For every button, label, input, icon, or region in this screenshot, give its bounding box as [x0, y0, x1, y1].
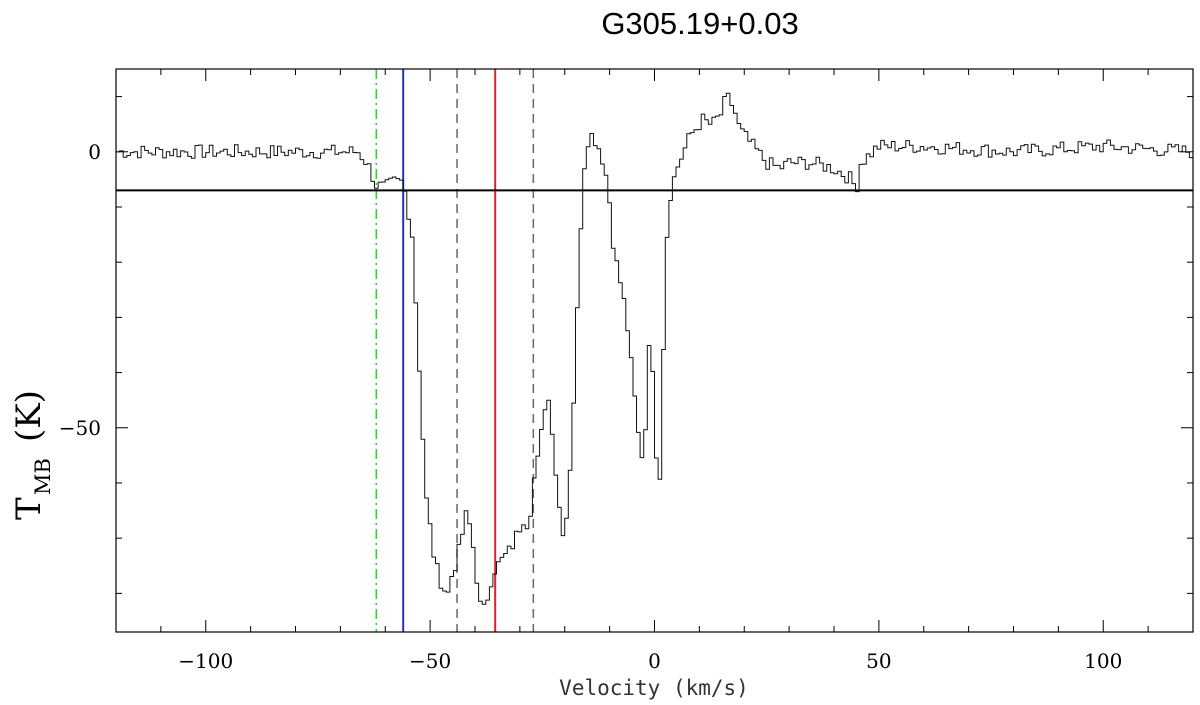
x-tick-label: 100: [1084, 649, 1122, 673]
x-tick-label: −50: [409, 649, 451, 673]
x-tick-label: −100: [178, 649, 233, 673]
y-tick-label: −50: [59, 416, 101, 440]
velocity-markers: [375, 69, 535, 632]
y-axis-label-main: T: [9, 497, 49, 520]
x-tick-label: 50: [866, 649, 891, 673]
x-tick-label: 0: [648, 649, 661, 673]
y-axis-label: T MB (K): [9, 390, 55, 520]
axis-ticks: −100 −50 0 50 100 0 −50: [59, 69, 1194, 673]
plot-frame: [115, 68, 1194, 633]
y-tick-label: 0: [88, 140, 101, 164]
spectrum-group: [116, 92, 1194, 605]
y-axis-label-unit: (K): [9, 390, 49, 442]
chart-title: G305.19+0.03: [601, 6, 798, 41]
spectrum-line: [116, 92, 1194, 605]
x-axis-label: Velocity (km/s): [559, 676, 749, 700]
y-axis-label-sub: MB: [31, 458, 55, 495]
